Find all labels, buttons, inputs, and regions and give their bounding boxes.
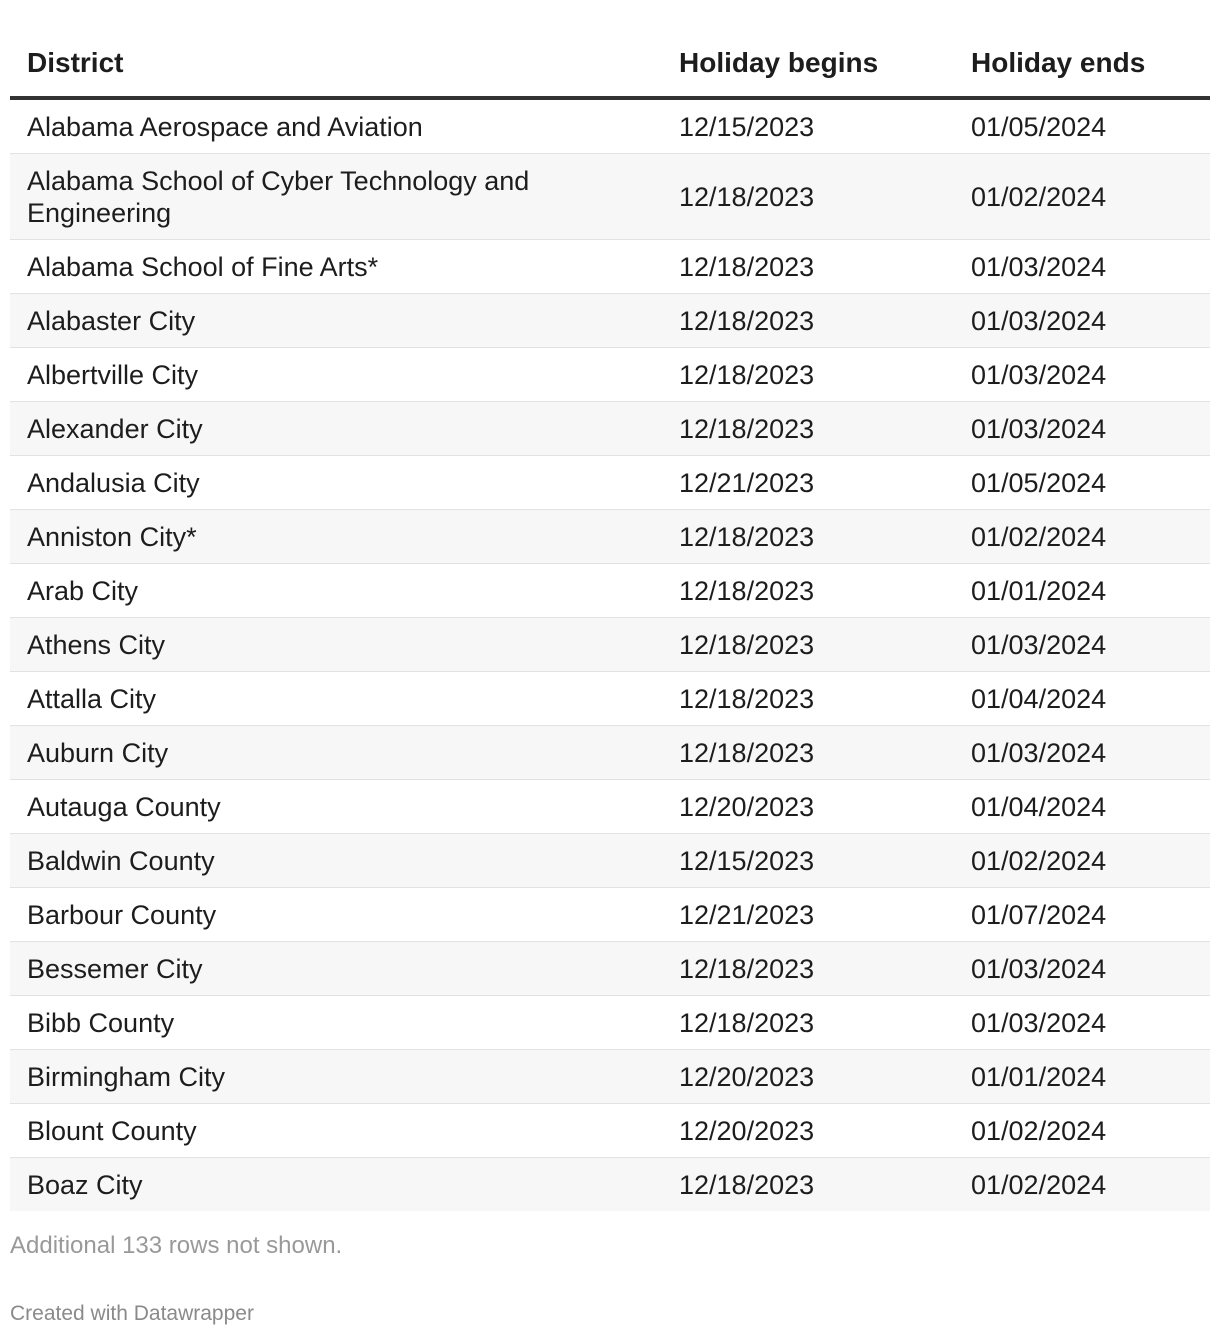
holiday-begins-cell: 12/20/2023 (679, 779, 971, 834)
district-cell: Alabama School of Fine Arts* (10, 239, 679, 294)
holiday-ends-cell: 01/02/2024 (971, 153, 1210, 240)
table-row: Autauga County 12/20/2023 01/04/2024 (10, 779, 1210, 834)
district-cell: Bibb County (10, 995, 679, 1050)
holiday-ends-cell: 01/05/2024 (971, 455, 1210, 510)
holiday-begins-cell: 12/18/2023 (679, 239, 971, 294)
holiday-ends-cell: 01/03/2024 (971, 239, 1210, 294)
table-row: Alabama School of Cyber Technology and E… (10, 153, 1210, 240)
district-cell: Andalusia City (10, 455, 679, 510)
district-cell: Alabama School of Cyber Technology and E… (10, 153, 679, 240)
table-row: Albertville City 12/18/2023 01/03/2024 (10, 347, 1210, 402)
table-row: Boaz City 12/18/2023 01/02/2024 (10, 1157, 1210, 1211)
table-row: Auburn City 12/18/2023 01/03/2024 (10, 725, 1210, 780)
holiday-begins-cell: 12/21/2023 (679, 455, 971, 510)
district-cell: Baldwin County (10, 833, 679, 888)
holiday-begins-cell: 12/15/2023 (679, 833, 971, 888)
district-cell: Bessemer City (10, 941, 679, 996)
column-header-holiday-ends[interactable]: Holiday ends (971, 30, 1210, 100)
table-row: Alabaster City 12/18/2023 01/03/2024 (10, 293, 1210, 348)
holiday-begins-cell: 12/18/2023 (679, 671, 971, 726)
datawrapper-credit[interactable]: Created with Datawrapper (10, 1302, 254, 1325)
holiday-ends-cell: 01/02/2024 (971, 833, 1210, 888)
holiday-ends-cell: 01/03/2024 (971, 725, 1210, 780)
holiday-begins-cell: 12/18/2023 (679, 509, 971, 564)
holiday-ends-cell: 01/02/2024 (971, 1103, 1210, 1158)
table-row: Athens City 12/18/2023 01/03/2024 (10, 617, 1210, 672)
table-row: Alabama Aerospace and Aviation 12/15/2023… (10, 98, 1210, 154)
district-cell: Albertville City (10, 347, 679, 402)
holiday-begins-cell: 12/15/2023 (679, 98, 971, 154)
district-cell: Attalla City (10, 671, 679, 726)
header-row: District Holiday begins Holiday ends (10, 30, 1210, 100)
table-row: Birmingham City 12/20/2023 01/01/2024 (10, 1049, 1210, 1104)
holiday-begins-cell: 12/18/2023 (679, 153, 971, 240)
district-cell: Anniston City* (10, 509, 679, 564)
district-cell: Auburn City (10, 725, 679, 780)
holiday-begins-cell: 12/18/2023 (679, 347, 971, 402)
table-row: Baldwin County 12/15/2023 01/02/2024 (10, 833, 1210, 888)
holiday-begins-cell: 12/18/2023 (679, 995, 971, 1050)
holiday-begins-cell: 12/18/2023 (679, 563, 971, 618)
holiday-ends-cell: 01/03/2024 (971, 995, 1210, 1050)
table-row: Anniston City* 12/18/2023 01/02/2024 (10, 509, 1210, 564)
district-cell: Boaz City (27, 1169, 143, 1200)
holiday-ends-cell: 01/03/2024 (971, 401, 1210, 456)
rows-not-shown-note: Additional 133 rows not shown. (10, 1232, 343, 1259)
holiday-ends-cell: 01/03/2024 (971, 293, 1210, 348)
holiday-ends-cell: 01/04/2024 (971, 779, 1210, 834)
holiday-ends-cell: 01/01/2024 (971, 1049, 1210, 1104)
column-header-holiday-begins[interactable]: Holiday begins (679, 30, 971, 100)
district-cell: Birmingham City (10, 1049, 679, 1104)
district-cell: Arab City (10, 563, 679, 618)
table-row: Blount County 12/20/2023 01/02/2024 (10, 1103, 1210, 1158)
holiday-ends-cell: 01/05/2024 (971, 98, 1210, 154)
table-row: Attalla City 12/18/2023 01/04/2024 (10, 671, 1210, 726)
holiday-begins-cell: 12/20/2023 (679, 1103, 971, 1158)
holiday-begins-cell: 12/21/2023 (679, 887, 971, 942)
table-row: Alexander City 12/18/2023 01/03/2024 (10, 401, 1210, 456)
district-cell: Alabama Aerospace and Aviation (10, 98, 679, 154)
district-cell: Barbour County (10, 887, 679, 942)
district-cell: Autauga County (10, 779, 679, 834)
holiday-ends-cell: 01/07/2024 (971, 887, 1210, 942)
table-row: Andalusia City 12/21/2023 01/05/2024 (10, 455, 1210, 510)
holiday-begins-cell: 12/18/2023 (679, 401, 971, 456)
district-cell: Athens City (10, 617, 679, 672)
holiday-begins-cell: 12/18/2023 (679, 941, 971, 996)
holiday-ends-cell: 01/01/2024 (971, 563, 1210, 618)
table-row: Barbour County 12/21/2023 01/07/2024 (10, 887, 1210, 942)
holiday-ends-cell: 01/04/2024 (971, 671, 1210, 726)
table-row: Alabama School of Fine Arts* 12/18/2023 01… (10, 239, 1210, 294)
holiday-begins-cell: 12/18/2023 (679, 725, 971, 780)
holiday-ends-cell: 01/02/2024 (971, 1169, 1107, 1200)
holiday-begins-cell: 12/20/2023 (679, 1049, 971, 1104)
holiday-ends-cell: 01/03/2024 (971, 941, 1210, 996)
district-cell: Blount County (10, 1103, 679, 1158)
column-header-district[interactable]: District (10, 30, 679, 100)
holiday-ends-cell: 01/02/2024 (971, 509, 1210, 564)
district-cell: Alabaster City (10, 293, 679, 348)
holiday-begins-cell: 12/18/2023 (679, 1169, 815, 1200)
table-row: Arab City 12/18/2023 01/01/2024 (10, 563, 1210, 618)
district-cell: Alexander City (10, 401, 679, 456)
holiday-begins-cell: 12/18/2023 (679, 617, 971, 672)
holiday-table: District Holiday begins Holiday ends Ala… (10, 30, 1210, 1211)
table-row: Bessemer City 12/18/2023 01/03/2024 (10, 941, 1210, 996)
holiday-ends-cell: 01/03/2024 (971, 347, 1210, 402)
holiday-begins-cell: 12/18/2023 (679, 293, 971, 348)
holiday-ends-cell: 01/03/2024 (971, 617, 1210, 672)
table-row: Bibb County 12/18/2023 01/03/2024 (10, 995, 1210, 1050)
